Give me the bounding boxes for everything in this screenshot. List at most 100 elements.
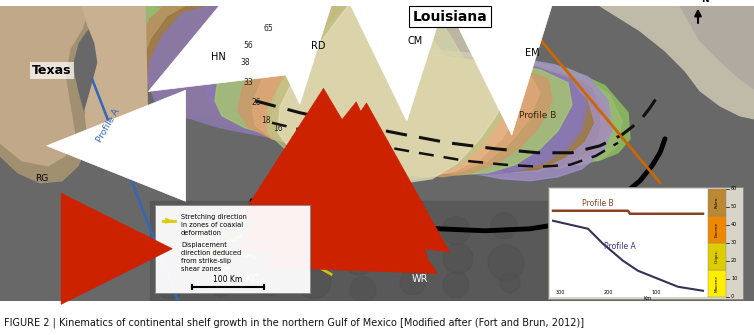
Circle shape <box>157 273 183 299</box>
Polygon shape <box>278 6 502 183</box>
Text: GC: GC <box>413 208 427 218</box>
Bar <box>548 187 743 299</box>
Text: KC: KC <box>246 274 259 284</box>
Circle shape <box>395 219 417 241</box>
Text: 40: 40 <box>731 222 737 227</box>
Polygon shape <box>148 6 588 171</box>
Circle shape <box>352 217 378 243</box>
Polygon shape <box>0 6 100 183</box>
Text: HN: HN <box>210 52 225 62</box>
Polygon shape <box>0 6 90 166</box>
Bar <box>150 201 550 301</box>
Circle shape <box>500 273 520 293</box>
Text: 38: 38 <box>241 58 250 67</box>
Circle shape <box>254 244 276 266</box>
Text: 4.2: 4.2 <box>372 164 384 173</box>
Circle shape <box>201 241 239 279</box>
Text: Louisiana: Louisiana <box>412 10 487 24</box>
Text: Eocene: Eocene <box>715 222 719 237</box>
Circle shape <box>442 217 470 245</box>
Text: Oligoc.: Oligoc. <box>715 249 719 263</box>
Text: 30: 30 <box>731 240 737 245</box>
Text: N: N <box>701 0 709 4</box>
Text: 6.0: 6.0 <box>362 154 374 163</box>
Text: 0: 0 <box>393 194 397 203</box>
Text: Profile B: Profile B <box>520 111 556 120</box>
Text: 100 Km: 100 Km <box>213 275 243 284</box>
Circle shape <box>350 277 376 303</box>
Circle shape <box>157 245 183 271</box>
Text: Texas: Texas <box>32 64 72 77</box>
Circle shape <box>157 211 189 243</box>
Circle shape <box>297 265 331 299</box>
Text: from strike-slip: from strike-slip <box>181 258 231 264</box>
Circle shape <box>402 246 426 270</box>
Text: 20: 20 <box>731 258 737 263</box>
Text: CM: CM <box>407 36 423 46</box>
Polygon shape <box>252 6 540 175</box>
Text: deformation: deformation <box>181 230 222 236</box>
Polygon shape <box>600 6 754 119</box>
Bar <box>155 205 310 293</box>
Text: Profile A: Profile A <box>604 242 636 251</box>
Text: 26: 26 <box>251 98 261 107</box>
Text: EM: EM <box>525 48 539 58</box>
Circle shape <box>310 224 326 240</box>
Text: shear zones: shear zones <box>181 266 222 272</box>
Text: 65: 65 <box>263 24 273 33</box>
Text: Profile A: Profile A <box>95 107 121 144</box>
Text: Profile B: Profile B <box>582 199 614 208</box>
Polygon shape <box>215 6 572 175</box>
Polygon shape <box>128 6 622 165</box>
Polygon shape <box>205 6 585 175</box>
Circle shape <box>491 213 517 239</box>
Circle shape <box>211 277 231 297</box>
Circle shape <box>342 241 376 275</box>
Text: FIGURE 2 | Kinematics of continental shelf growth in the northern Gulf of Mexico: FIGURE 2 | Kinematics of continental she… <box>4 318 584 328</box>
Text: 0: 0 <box>731 294 734 299</box>
Bar <box>708 216 726 243</box>
Polygon shape <box>272 6 522 177</box>
Text: RG: RG <box>35 174 48 183</box>
Text: 18: 18 <box>261 116 271 125</box>
Text: 12: 12 <box>290 136 300 145</box>
Bar <box>708 243 726 270</box>
Circle shape <box>443 244 473 274</box>
Polygon shape <box>238 6 552 177</box>
Text: in zones of coaxial: in zones of coaxial <box>181 222 243 228</box>
Polygon shape <box>268 6 512 181</box>
Bar <box>708 189 726 216</box>
Text: Paleo.: Paleo. <box>715 196 719 208</box>
Text: 3.1: 3.1 <box>379 174 391 183</box>
Text: 60: 60 <box>731 186 737 191</box>
Text: 100: 100 <box>651 290 661 295</box>
Text: Km: Km <box>644 296 652 301</box>
Polygon shape <box>115 6 630 161</box>
Text: RD: RD <box>311 41 325 51</box>
Text: GB: GB <box>243 208 257 218</box>
Text: 16: 16 <box>273 124 283 133</box>
Bar <box>550 189 715 297</box>
Text: Stretching direction: Stretching direction <box>181 214 247 220</box>
Text: Miocene: Miocene <box>715 275 719 292</box>
Text: WR: WR <box>412 274 428 284</box>
Polygon shape <box>680 6 754 89</box>
Polygon shape <box>138 6 610 169</box>
Circle shape <box>304 244 332 272</box>
Text: 2.3: 2.3 <box>384 184 396 193</box>
Text: 33: 33 <box>243 78 253 87</box>
Text: Displacement: Displacement <box>181 242 227 248</box>
Circle shape <box>488 245 524 281</box>
Circle shape <box>443 272 469 298</box>
Bar <box>708 270 726 297</box>
Polygon shape <box>82 6 148 169</box>
Text: 200: 200 <box>603 290 613 295</box>
Polygon shape <box>143 6 600 172</box>
Polygon shape <box>415 53 612 181</box>
Text: 10: 10 <box>731 276 737 281</box>
Circle shape <box>400 269 426 295</box>
Circle shape <box>257 270 283 296</box>
Text: 56: 56 <box>243 41 253 50</box>
Circle shape <box>200 214 232 246</box>
Text: 300: 300 <box>555 290 565 295</box>
